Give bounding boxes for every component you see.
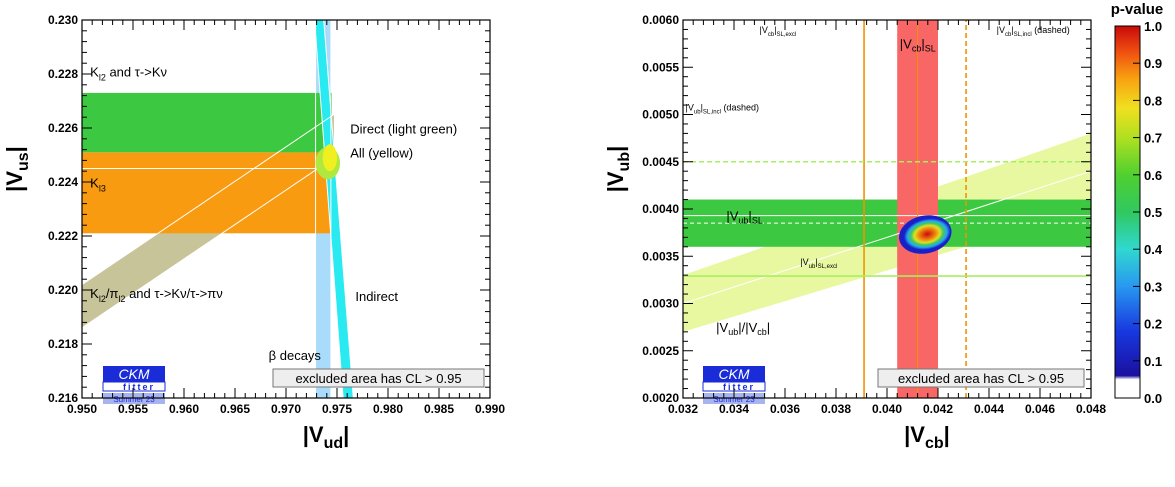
colorbar-tick-label: 0.8 — [1144, 93, 1162, 108]
fit-contour — [899, 215, 952, 254]
logo-fitter: fitter — [723, 382, 755, 392]
kl2pi-edge-low — [82, 157, 335, 329]
x-tick-label: 0.955 — [118, 402, 148, 416]
x-axis-title: |Vcb| — [904, 422, 950, 452]
annotation-6: β decays — [269, 348, 322, 363]
y-axis-title: |Vub| — [603, 146, 633, 193]
excluded-note-box — [877, 368, 1085, 388]
colorbar-tick-label: 0.2 — [1144, 317, 1162, 332]
x-tick-label: 0.975 — [322, 402, 352, 416]
kl2pi-edge-high — [82, 114, 335, 286]
annotation-6: |Vub|/|Vcb| — [716, 320, 770, 337]
kl3-band — [82, 152, 334, 234]
plot-area — [82, 20, 490, 398]
colorbar-tick-label: 0.7 — [1144, 131, 1162, 146]
x-tick-label: 0.034 — [719, 402, 749, 416]
x-tick-label: 0.046 — [1025, 402, 1055, 416]
y-tick-label: 0.218 — [48, 337, 78, 351]
logo-top-box — [103, 366, 165, 382]
logo-ckm: CKM — [718, 366, 749, 382]
logo-top-box — [703, 366, 765, 382]
plot-area — [683, 20, 1091, 398]
right-chart: |Vcb|SL,excl |Vcb|SL |Vcb|SL,incl (dashed)… — [603, 1, 1163, 452]
colorbar-tick-label: 0.9 — [1144, 56, 1162, 71]
logo-mid-box — [102, 381, 166, 392]
y-tick-label: 0.230 — [48, 13, 78, 27]
fit-contour-inner — [904, 218, 951, 250]
y-tick-label: 0.0025 — [642, 344, 679, 358]
x-tick-label: 0.970 — [271, 402, 301, 416]
x-tick-label: 0.032 — [668, 402, 698, 416]
x-tick-label: 0.036 — [770, 402, 800, 416]
colorbar-tick-label: 0.4 — [1144, 242, 1163, 257]
x-tick-label: 0.038 — [821, 402, 851, 416]
x-tick-label: 0.965 — [220, 402, 250, 416]
y-tick-label: 0.224 — [48, 175, 78, 189]
logo-summer: Summer 23 — [113, 395, 155, 404]
annotation-2: All (yellow) — [350, 146, 413, 161]
colorbar-tick-label: 0.1 — [1144, 354, 1162, 369]
y-tick-label: 0.226 — [48, 121, 78, 135]
y-tick-label: 0.228 — [48, 67, 78, 81]
annotation-4: Kl2/πl2 and τ->Kν/τ->πν — [90, 286, 223, 304]
y-tick-label: 0.0020 — [642, 391, 679, 405]
annotation-5: |Vub|SL,excl — [800, 257, 837, 270]
colorbar-tick-label: 0.3 — [1144, 279, 1162, 294]
indirect-edge-right — [323, 20, 354, 398]
y-tick-label: 0.216 — [48, 391, 78, 405]
excluded-note-box — [272, 368, 485, 388]
colorbar-tick-label: 0.6 — [1144, 168, 1162, 183]
y-tick-label: 0.222 — [48, 229, 78, 243]
left-chart: Kl2 and τ->Kν Direct (light green) All (ye… — [2, 13, 505, 452]
logo-ckm: CKM — [118, 366, 149, 382]
x-tick-label: 0.044 — [974, 402, 1004, 416]
y-tick-label: 0.0045 — [642, 155, 679, 169]
annotation-1: Direct (light green) — [350, 121, 457, 136]
indirect-edge-left — [314, 20, 344, 398]
indirect-band — [314, 20, 354, 398]
annotation-3: |Vub|SL,incl (dashed) — [686, 103, 759, 116]
x-tick-label: 0.990 — [475, 402, 505, 416]
logo-fitter: fitter — [123, 382, 155, 392]
x-tick-label: 0.980 — [373, 402, 403, 416]
colorbar-title: p-value — [1111, 1, 1164, 18]
cone-centre-line — [683, 170, 1091, 304]
logo-summer: Summer 23 — [713, 395, 755, 404]
y-tick-label: 0.0030 — [642, 297, 679, 311]
excluded-note: excluded area has CL > 0.95 — [898, 371, 1064, 386]
x-tick-label: 0.985 — [424, 402, 454, 416]
excluded-note: excluded area has CL > 0.95 — [295, 371, 461, 386]
annotation-5: Indirect — [355, 289, 398, 304]
colorbar-tick-label: 1.0 — [1144, 19, 1162, 34]
y-axis-title: |Vus| — [2, 146, 32, 192]
y-tick-label: 0.0055 — [642, 60, 679, 74]
x-tick-label: 0.950 — [67, 402, 97, 416]
x-tick-label: 0.960 — [169, 402, 199, 416]
annotation-0: Kl2 and τ->Kν — [90, 65, 167, 83]
x-tick-label: 0.048 — [1076, 402, 1106, 416]
colorbar-tick-label: 0.5 — [1144, 205, 1162, 220]
annotation-3: Kl3 — [90, 175, 106, 193]
x-tick-label: 0.042 — [923, 402, 953, 416]
kl2-band — [82, 92, 332, 153]
colorbar-tick-label: 0.0 — [1144, 391, 1162, 406]
all-contour — [322, 144, 337, 172]
y-tick-label: 0.0035 — [642, 249, 679, 263]
y-tick-label: 0.220 — [48, 283, 78, 297]
y-tick-label: 0.0040 — [642, 202, 679, 216]
x-tick-label: 0.040 — [872, 402, 902, 416]
annotation-2: |Vcb|SL,incl (dashed) — [997, 25, 1070, 38]
annotation-4: |Vub|SL — [726, 208, 762, 225]
y-tick-label: 0.0050 — [642, 108, 679, 122]
y-tick-label: 0.0060 — [642, 13, 679, 27]
annotation-1: |Vcb|SL — [900, 36, 936, 53]
annotation-0: |Vcb|SL,excl — [760, 25, 797, 38]
x-axis-title: |Vud| — [303, 422, 350, 452]
